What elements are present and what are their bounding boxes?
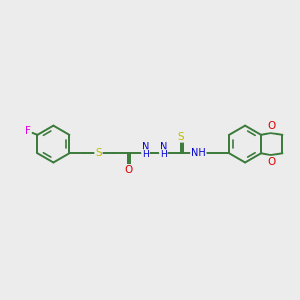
Text: O: O (124, 165, 132, 175)
Text: S: S (95, 148, 102, 158)
Text: O: O (268, 157, 276, 167)
Text: S: S (177, 132, 184, 142)
Text: N: N (142, 142, 149, 152)
Text: O: O (268, 122, 276, 131)
Text: NH: NH (191, 148, 206, 158)
Text: H: H (160, 150, 167, 159)
Text: F: F (25, 126, 31, 136)
Text: N: N (160, 142, 167, 152)
Text: H: H (142, 150, 149, 159)
